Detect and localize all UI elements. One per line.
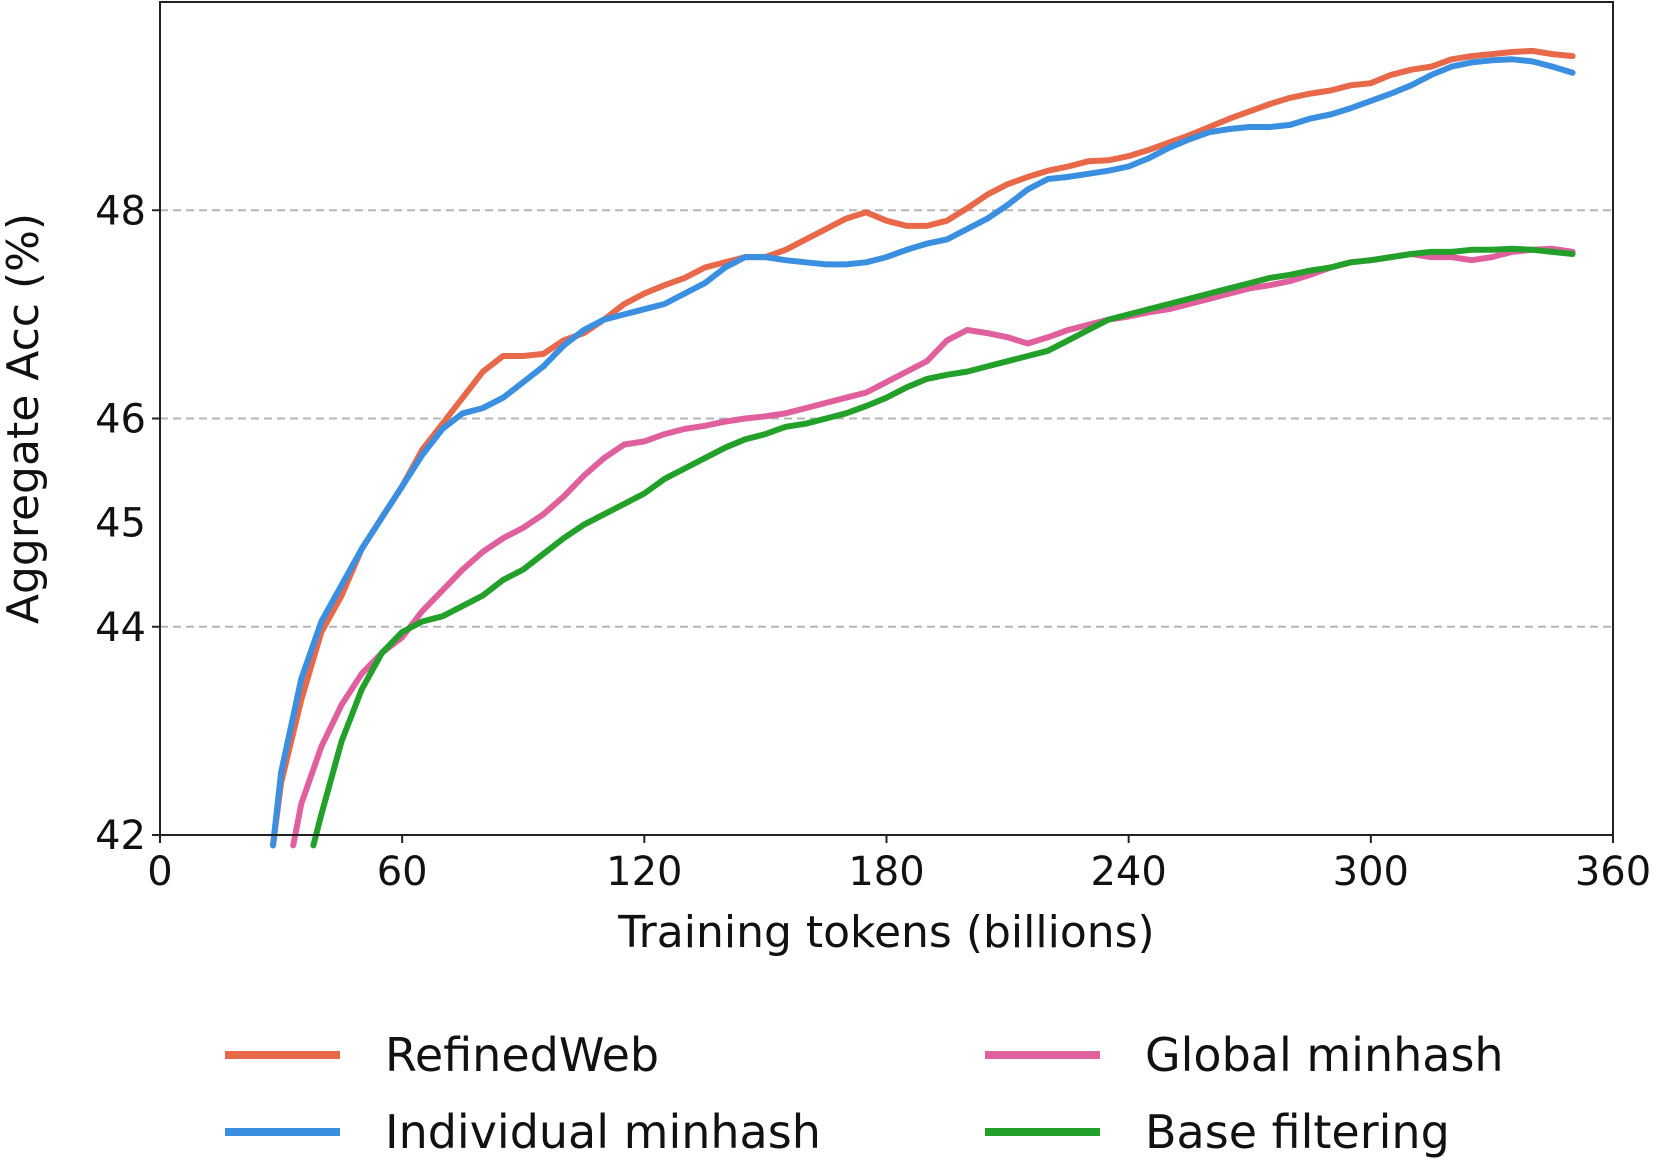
x-tick-label: 60 (377, 849, 428, 895)
x-tick-label: 0 (147, 849, 172, 895)
x-tick-label: 300 (1333, 849, 1409, 895)
grid-lines (160, 209, 1613, 628)
series-line (270, 56, 1576, 849)
legend: RefinedWeb Individual minhash Global minha… (225, 1028, 1504, 1159)
y-tick-label: 44 (95, 605, 146, 651)
legend-label: RefinedWeb (385, 1028, 659, 1082)
y-axis-ticks: 42 44 45 46 48 (95, 188, 160, 859)
y-tick-label: 48 (95, 188, 146, 234)
x-tick-label: 120 (606, 849, 682, 895)
x-tick-label: 180 (848, 849, 924, 895)
series-line (310, 245, 1576, 849)
series-lines (270, 47, 1576, 849)
legend-label: Individual minhash (385, 1105, 821, 1159)
legend-label: Global minhash (1145, 1028, 1504, 1082)
legend-label: Base filtering (1145, 1105, 1450, 1159)
x-tick-label: 360 (1575, 849, 1651, 895)
y-tick-label: 46 (95, 397, 146, 443)
series-line (290, 245, 1576, 849)
x-axis-ticks: 0 60 120 180 240 300 360 (147, 835, 1651, 895)
series-line (270, 47, 1576, 849)
y-tick-label: 42 (95, 813, 146, 859)
y-axis-label: Aggregate Acc (%) (0, 213, 49, 624)
x-axis-label: Training tokens (billions) (617, 907, 1154, 958)
y-tick-label: 45 (95, 501, 146, 547)
x-tick-label: 240 (1090, 849, 1166, 895)
